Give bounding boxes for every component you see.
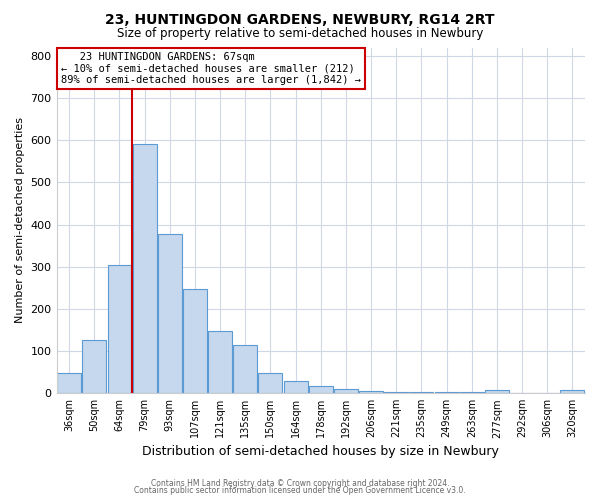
- Bar: [409, 392, 433, 393]
- Bar: [233, 344, 257, 393]
- X-axis label: Distribution of semi-detached houses by size in Newbury: Distribution of semi-detached houses by …: [142, 444, 499, 458]
- Bar: [434, 392, 458, 393]
- Bar: [107, 264, 131, 393]
- Text: Size of property relative to semi-detached houses in Newbury: Size of property relative to semi-detach…: [117, 28, 483, 40]
- Bar: [309, 386, 333, 393]
- Bar: [485, 390, 509, 393]
- Bar: [385, 392, 408, 393]
- Bar: [82, 340, 106, 393]
- Bar: [334, 389, 358, 393]
- Text: Contains HM Land Registry data © Crown copyright and database right 2024.: Contains HM Land Registry data © Crown c…: [151, 478, 449, 488]
- Bar: [284, 380, 308, 393]
- Bar: [57, 373, 81, 393]
- Bar: [359, 391, 383, 393]
- Text: 23, HUNTINGDON GARDENS, NEWBURY, RG14 2RT: 23, HUNTINGDON GARDENS, NEWBURY, RG14 2R…: [105, 12, 495, 26]
- Bar: [133, 144, 157, 393]
- Bar: [259, 372, 283, 393]
- Bar: [460, 392, 484, 393]
- Bar: [158, 234, 182, 393]
- Bar: [208, 331, 232, 393]
- Text: Contains public sector information licensed under the Open Government Licence v3: Contains public sector information licen…: [134, 486, 466, 495]
- Bar: [560, 390, 584, 393]
- Text: 23 HUNTINGDON GARDENS: 67sqm
← 10% of semi-detached houses are smaller (212)
89%: 23 HUNTINGDON GARDENS: 67sqm ← 10% of se…: [61, 52, 361, 85]
- Y-axis label: Number of semi-detached properties: Number of semi-detached properties: [15, 118, 25, 324]
- Bar: [183, 288, 207, 393]
